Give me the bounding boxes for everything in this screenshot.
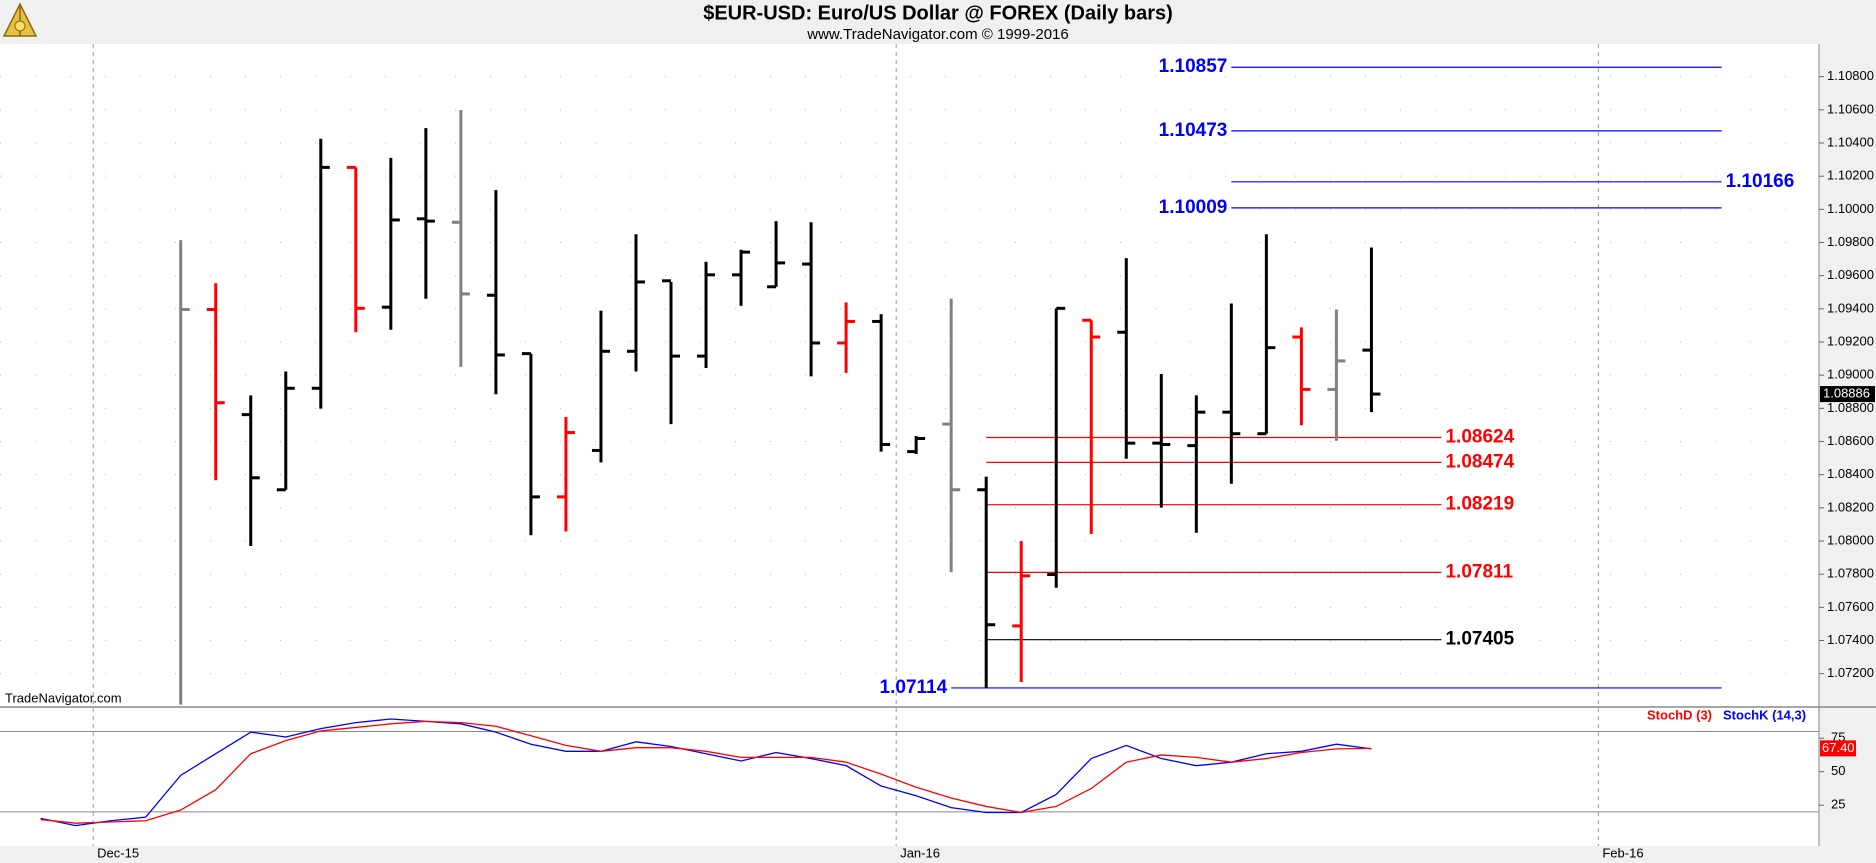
last-price-box	[1820, 386, 1875, 403]
y-tick-label: 1.07800	[1827, 566, 1874, 581]
footer-band	[0, 846, 1876, 863]
y-tick-label: 1.10800	[1827, 68, 1874, 83]
y-tick-label: 1.09200	[1827, 333, 1874, 348]
level-label: 1.10857	[1159, 56, 1228, 77]
stoch-line	[40, 718, 1372, 827]
legend-entry: StochK (14,3)	[1723, 707, 1806, 722]
level-label: 1.10009	[1159, 197, 1228, 218]
last-value-label: 67.40	[1822, 740, 1855, 755]
y-tick-label: 1.08000	[1827, 532, 1874, 547]
level-label: 1.10473	[1159, 120, 1228, 141]
y-tick-label: 1.08600	[1827, 433, 1874, 448]
y-tick-label: 1.08200	[1827, 499, 1874, 514]
x-tick-label: Feb-16	[1602, 845, 1643, 860]
y-tick-label: 1.07400	[1827, 632, 1874, 647]
level-label: 1.07811	[1445, 561, 1513, 582]
y-tick-label: 1.07600	[1827, 599, 1874, 614]
level-label: 1.08474	[1445, 451, 1514, 472]
last-price-label: 1.08886	[1823, 386, 1870, 401]
y-tick-label: 1.09600	[1827, 267, 1874, 282]
last-value-box	[1820, 740, 1856, 757]
level-label: 1.07405	[1445, 629, 1514, 650]
chart-subtitle: www.TradeNavigator.com © 1999-2016	[806, 26, 1068, 43]
level-label: 1.10166	[1726, 171, 1795, 192]
y-tick-label: 1.08800	[1827, 400, 1874, 415]
header-band	[0, 0, 1876, 44]
level-label: 1.07114	[880, 677, 948, 698]
x-tick-label: Dec-15	[97, 845, 139, 860]
legend-entry: StochD (3)	[1647, 707, 1712, 722]
y-tick-label: 1.09800	[1827, 234, 1874, 249]
level-label: 1.08624	[1445, 427, 1514, 448]
stoch-line	[40, 720, 1372, 824]
y-tick-label: 1.10600	[1827, 101, 1874, 116]
logo	[2, 2, 38, 37]
y-tick-label: 1.10200	[1827, 168, 1874, 183]
y-tick-label: 1.09000	[1827, 367, 1874, 382]
y-tick-label: 50	[1831, 763, 1845, 778]
level-label: 1.08219	[1445, 494, 1514, 515]
x-tick-label: Jan-16	[900, 845, 940, 860]
axis-band	[1819, 44, 1876, 846]
y-tick-label: 1.09400	[1827, 300, 1874, 315]
y-tick-label: 1.07200	[1827, 665, 1874, 680]
y-tick-label: 25	[1831, 797, 1845, 812]
watermark: TradeNavigator.com	[5, 690, 122, 705]
y-tick-label: 1.10000	[1827, 201, 1874, 216]
y-tick-label: 1.08400	[1827, 466, 1874, 481]
chart-title: $EUR-USD: Euro/US Dollar @ FOREX (Daily …	[703, 2, 1173, 24]
y-tick-label: 1.10400	[1827, 134, 1874, 149]
